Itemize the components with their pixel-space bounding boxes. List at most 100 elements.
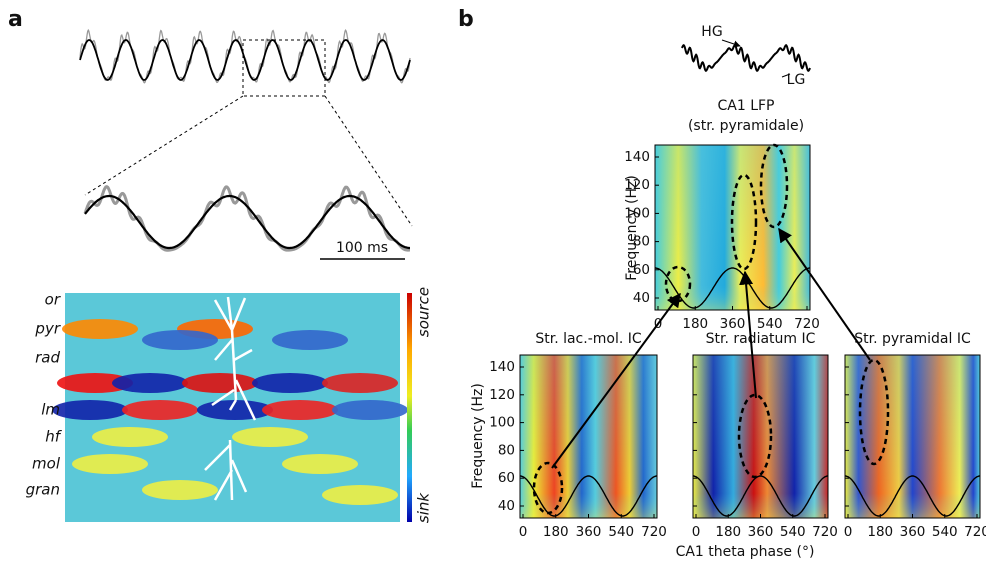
zoom-line [84, 95, 244, 196]
theta-cycle [693, 475, 828, 517]
lfp-title: CA1 LFP [717, 98, 774, 114]
x-tick-label: 540 [757, 316, 783, 332]
y-tick-label: 80 [498, 442, 515, 458]
x-tick-label: 540 [932, 524, 958, 540]
heat-blob [72, 454, 148, 474]
zoom-line [324, 95, 413, 227]
ellipse [532, 461, 564, 515]
arrow [739, 270, 757, 399]
y-tick-label: 120 [624, 177, 650, 193]
x-tick-label: 180 [543, 524, 569, 540]
heat-blob [92, 427, 168, 447]
heatmap-shade [655, 145, 810, 310]
ic-title: Str. radiatum IC [706, 331, 816, 347]
y-tick-label: 60 [633, 262, 650, 278]
heatmap-shade [520, 355, 657, 518]
panel-b: HG LG CA1 LFP (str. pyramidale) 40 60 80 10… [470, 24, 986, 560]
layer-label: mol [32, 455, 61, 473]
layer-label: hf [45, 428, 63, 446]
y-tick-label: 140 [489, 359, 515, 375]
panel-label: b [458, 7, 474, 32]
heatmap-shade [845, 355, 980, 518]
ellipse [730, 173, 758, 271]
heat-blob [322, 373, 398, 393]
csd-heatmap: or pyr rad lm hf mol gran [26, 291, 408, 522]
panel-a: 100 ms or pyr rad lm hf mol gran source sink [26, 28, 433, 523]
x-tick-label: 540 [780, 524, 806, 540]
y-tick-label: 80 [633, 234, 650, 250]
layer-label: or [45, 291, 61, 309]
theta-cycle [655, 267, 810, 309]
x-tick-label: 180 [715, 524, 741, 540]
y-tick-label: 120 [489, 387, 515, 403]
heat-blob [322, 485, 398, 505]
y-axis-label: Frequency (Hz) [470, 383, 486, 489]
ellipses [532, 143, 890, 515]
x-tick-label: 720 [812, 524, 838, 540]
trace-label: LG [787, 72, 806, 88]
y-tick-label: 40 [498, 498, 515, 514]
x-axis-label: CA1 theta phase (°) [676, 544, 815, 560]
heat-blob [57, 373, 133, 393]
x-tick-label: 720 [794, 316, 820, 332]
neuron [204, 296, 257, 501]
x-tick-label: 360 [900, 524, 926, 540]
heat-blob [142, 480, 218, 500]
trace-label: HG [701, 24, 722, 40]
x-tick-label: 0 [519, 524, 528, 540]
layer-label: gran [26, 481, 60, 499]
ellipse [759, 143, 789, 229]
colorbar [407, 293, 412, 522]
y-tick-label: 100 [489, 415, 515, 431]
zoom-theta [84, 194, 410, 250]
heat-blob [252, 373, 328, 393]
ellipse [858, 358, 890, 466]
x-tick-label: 540 [608, 524, 634, 540]
arrow [721, 39, 741, 48]
arrow [778, 227, 871, 361]
colorbar-bottom: sink [415, 492, 433, 523]
ic-title: Str. lac.-mol. IC [535, 331, 642, 347]
heat-blob [262, 400, 338, 420]
arrows [551, 227, 871, 469]
heatmap-shade [693, 355, 828, 518]
arrow [551, 292, 681, 469]
y-tick-label: 40 [633, 290, 650, 306]
heat-blob [282, 454, 358, 474]
y-axis-label: Frequency (Hz) [624, 175, 640, 281]
colorbar-top: source [415, 287, 433, 337]
x-tick-label: 0 [844, 524, 853, 540]
y-tick-label: 100 [624, 205, 650, 221]
heat-blob [122, 400, 198, 420]
arrow [781, 73, 791, 78]
layer-label: lm [41, 401, 60, 419]
heat-blob [52, 400, 128, 420]
heat-blob [272, 330, 348, 350]
x-tick-label: 360 [720, 316, 746, 332]
zoom-box [242, 39, 326, 97]
heat-blob [332, 400, 408, 420]
layer-label: pyr [34, 320, 60, 338]
x-tick-label: 360 [576, 524, 602, 540]
heat-blob [62, 319, 138, 339]
panel-label: a [8, 7, 23, 32]
trace-theta [79, 39, 411, 81]
x-tick-label: 720 [964, 524, 986, 540]
heat-blob [182, 373, 258, 393]
x-tick-label: 360 [748, 524, 774, 540]
lfp-subtitle: (str. pyramidale) [688, 118, 804, 134]
heat-blob [232, 427, 308, 447]
x-tick-label: 180 [867, 524, 893, 540]
y-tick-label: 60 [498, 470, 515, 486]
ellipse [737, 393, 773, 479]
lfp-trace [681, 43, 811, 73]
y-tick-label: 140 [624, 149, 650, 165]
ic-title: Str. pyramidal IC [854, 331, 971, 347]
x-tick-label: 180 [682, 316, 708, 332]
x-tick-label: 720 [641, 524, 667, 540]
layer-label: rad [35, 349, 60, 367]
heat-blob [142, 330, 218, 350]
theta-cycle [520, 475, 657, 517]
theta-cycle [845, 475, 980, 517]
